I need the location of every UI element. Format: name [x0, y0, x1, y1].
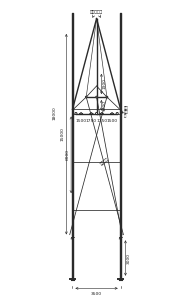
Text: 1900: 1900	[102, 78, 106, 89]
Text: 3000: 3000	[127, 253, 131, 263]
Text: 18000: 18000	[52, 107, 56, 120]
Circle shape	[96, 96, 97, 98]
Text: 锚线挂线: 锚线挂线	[99, 157, 110, 166]
Text: 地线挂线点: 地线挂线点	[90, 10, 103, 14]
Text: 3500: 3500	[91, 292, 102, 296]
Text: 1500: 1500	[106, 119, 118, 123]
Text: 6000: 6000	[66, 149, 70, 160]
Text: 1750: 1750	[96, 119, 107, 123]
Text: 导线
挂线
点: 导线 挂线 点	[124, 106, 128, 118]
Text: 1200: 1200	[102, 100, 106, 111]
Text: 1500: 1500	[76, 119, 87, 123]
Circle shape	[75, 112, 77, 115]
Circle shape	[106, 96, 108, 98]
Text: 15000: 15000	[60, 127, 64, 141]
Text: 1750: 1750	[86, 119, 97, 123]
Circle shape	[95, 112, 98, 115]
Circle shape	[85, 96, 87, 98]
Circle shape	[116, 112, 118, 115]
